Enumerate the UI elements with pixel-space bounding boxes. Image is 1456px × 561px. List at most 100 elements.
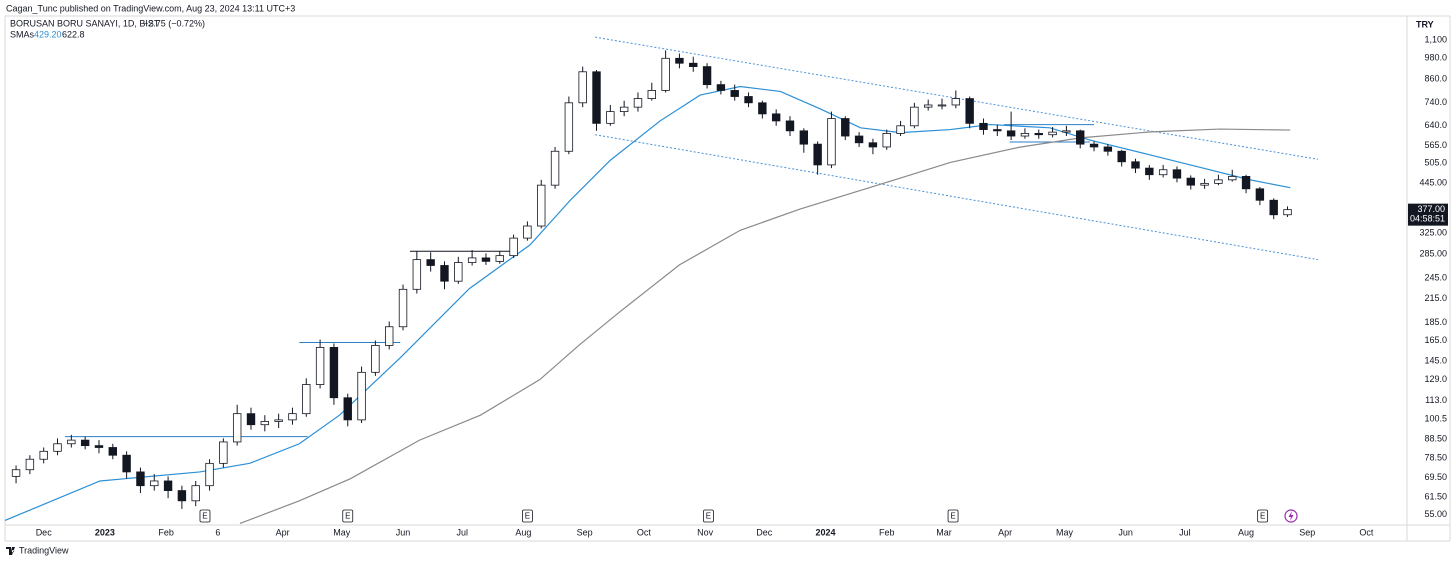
- candle: [177, 485, 187, 509]
- candle-body: [633, 98, 643, 108]
- candle-body: [606, 111, 615, 124]
- y-tick-label: 640.0: [1424, 120, 1447, 130]
- candle: [246, 407, 256, 430]
- candle-body: [619, 106, 629, 113]
- candle-body: [440, 265, 449, 282]
- currency-label: TRY: [1416, 19, 1434, 29]
- event-box: [703, 509, 714, 523]
- sma-line: [239, 128, 1291, 525]
- candle-body: [758, 102, 767, 115]
- x-tick-label: Dec: [36, 527, 53, 537]
- event-box: [1257, 509, 1269, 523]
- y-tick-label: 185.0: [1424, 317, 1447, 327]
- y-tick-label: 61.50: [1424, 491, 1447, 501]
- candle-body: [647, 90, 656, 99]
- candle-body: [177, 490, 187, 502]
- plot-area: [5, 36, 1319, 525]
- candle: [1269, 198, 1278, 220]
- candle-body: [205, 462, 214, 487]
- candle: [744, 92, 753, 108]
- candle: [80, 436, 90, 450]
- candle-body: [191, 485, 200, 502]
- candle-body: [122, 454, 131, 473]
- candle-body: [1186, 177, 1195, 186]
- candle: [274, 413, 283, 429]
- candle-body: [232, 413, 242, 443]
- y-tick-label: 55.00: [1424, 509, 1447, 519]
- candle: [923, 99, 933, 111]
- y-tick-label: 860.0: [1424, 73, 1447, 83]
- event-label: E: [345, 512, 350, 521]
- x-tick-label: Jul: [457, 527, 469, 537]
- candle-body: [896, 125, 905, 134]
- candle-body: [53, 443, 62, 452]
- candle: [163, 476, 173, 499]
- candle: [509, 234, 518, 258]
- candle: [150, 474, 159, 491]
- y-tick-label: 740.0: [1424, 97, 1447, 107]
- candle-body: [39, 450, 48, 460]
- candle-body: [550, 150, 560, 186]
- candle: [1186, 175, 1195, 190]
- candle: [537, 179, 546, 229]
- candle: [550, 146, 560, 189]
- publisher-note: Cagan_Tunc published on TradingView.com,…: [6, 3, 295, 13]
- candle-body: [1255, 188, 1265, 201]
- candle: [329, 343, 339, 405]
- candle: [702, 63, 712, 89]
- y-tick-label: 78.50: [1424, 453, 1447, 463]
- candle: [716, 80, 726, 95]
- candle: [343, 393, 352, 427]
- x-tick-label: Aug: [515, 527, 531, 537]
- candle-body: [702, 66, 712, 86]
- x-tick-label: Mar: [936, 527, 952, 537]
- x-tick-label: Nov: [697, 527, 714, 537]
- dividend-circle: [1284, 509, 1298, 523]
- candle-body: [1089, 143, 1099, 148]
- candle-body: [744, 96, 753, 104]
- candle: [426, 252, 435, 272]
- x-tick-label: 2023: [95, 527, 115, 537]
- candle-body: [979, 122, 988, 130]
- candle: [758, 100, 767, 119]
- candle-body: [799, 130, 809, 145]
- candle-body: [661, 57, 670, 91]
- candle-body: [1241, 176, 1251, 190]
- event-label: E: [202, 512, 207, 521]
- y-tick-label: 88.50: [1424, 434, 1447, 444]
- sma-slow-value: 622.8: [62, 29, 85, 39]
- x-tick-label: Sep: [1299, 527, 1315, 537]
- candle-body: [1048, 131, 1057, 136]
- candle-body: [11, 469, 21, 477]
- candle: [1228, 169, 1237, 182]
- candle-body: [965, 98, 974, 124]
- candle: [1158, 164, 1168, 178]
- candle: [1255, 186, 1265, 206]
- brand: TradingView: [6, 545, 69, 555]
- candle-body: [523, 225, 532, 239]
- y-tick-label: 980.0: [1424, 53, 1447, 63]
- candle-body: [219, 441, 228, 464]
- x-tick-label: Feb: [879, 527, 895, 537]
- y-tick-label: 113.0: [1425, 395, 1447, 405]
- candle: [1117, 149, 1126, 167]
- candle: [1089, 141, 1099, 152]
- last-price-label: 377.00: [1417, 204, 1445, 214]
- x-tick-label: Jun: [396, 527, 411, 537]
- candle-body: [1020, 133, 1030, 137]
- candle: [315, 339, 325, 389]
- x-tick-label: Jul: [1179, 527, 1191, 537]
- candle: [481, 253, 491, 265]
- y-tick-label: 245.0: [1424, 272, 1447, 282]
- candle: [910, 102, 919, 129]
- candle-body: [578, 71, 587, 104]
- candle: [371, 340, 380, 376]
- candle: [1131, 158, 1140, 174]
- x-tick-label: Feb: [158, 527, 174, 537]
- candle: [467, 250, 477, 266]
- candle: [771, 109, 781, 126]
- candle-body: [315, 347, 325, 385]
- candle: [619, 100, 629, 117]
- candle: [205, 459, 214, 491]
- candle: [730, 84, 739, 101]
